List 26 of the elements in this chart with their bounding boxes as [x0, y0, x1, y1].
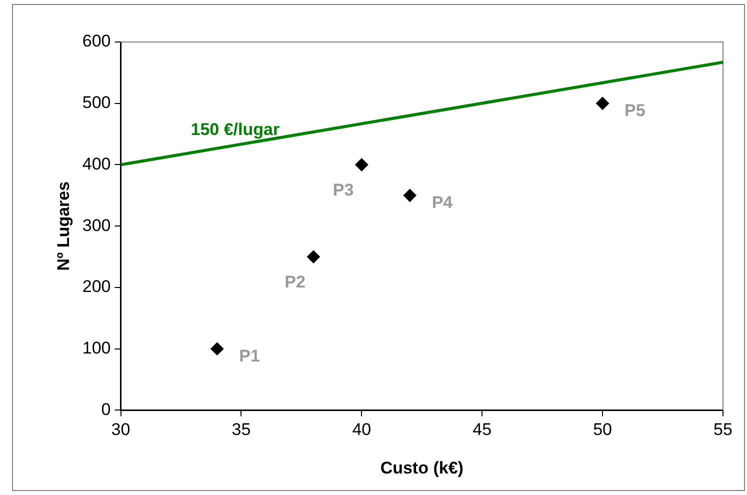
annotation: P5 — [624, 101, 646, 120]
x-tick-label: 50 — [593, 420, 612, 440]
annotation: P1 — [239, 346, 260, 366]
y-tick-label: 500 — [82, 93, 111, 112]
y-tick-label: 300 — [82, 216, 111, 235]
x-axis-title: Custo (k€) — [380, 458, 464, 478]
y-tick-label: 100 — [82, 338, 111, 358]
y-tick-label: 0 — [101, 400, 111, 419]
annotation: P4 — [432, 193, 454, 212]
series-label: 150 €/lugar — [190, 120, 280, 140]
x-tick-label: 30 — [111, 420, 130, 440]
point — [596, 96, 610, 110]
y-axis-title: Nº Lugares — [54, 181, 73, 271]
annotation: P3 — [332, 180, 354, 200]
x-tick-label: 40 — [352, 420, 372, 440]
y-tick-label: 600 — [82, 32, 111, 51]
y-tick-label: 400 — [82, 154, 111, 174]
x-tick-label: 55 — [714, 420, 732, 440]
point — [355, 158, 368, 172]
y-tick-label: 200 — [82, 277, 111, 296]
point — [306, 250, 320, 264]
x-tick-label: 45 — [472, 420, 492, 440]
point — [210, 342, 224, 356]
x-tick-label: 35 — [232, 420, 251, 440]
annotation: P2 — [284, 272, 306, 292]
point — [403, 188, 416, 202]
